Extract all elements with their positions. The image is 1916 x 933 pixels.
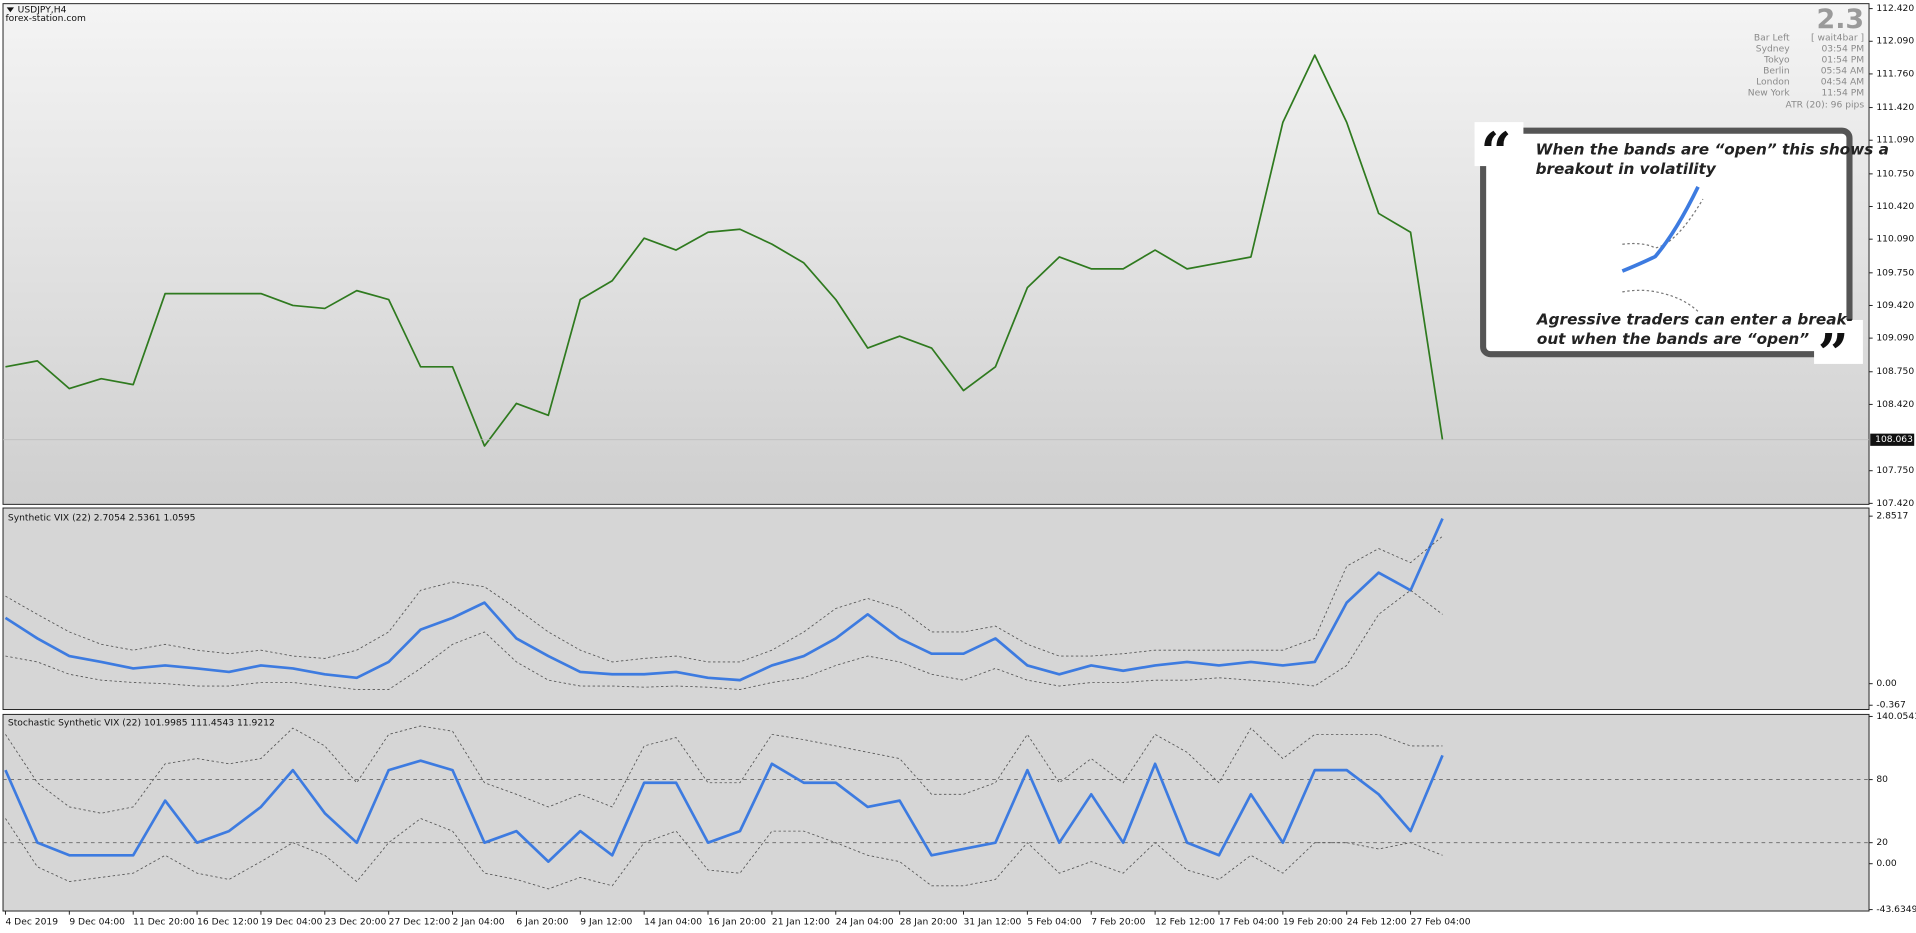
stoch-panel <box>2 713 1870 912</box>
info-label: Tokyo <box>1763 55 1790 65</box>
y-tick-label: 112.420 <box>1876 4 1914 14</box>
symbol-title: USDJPY,H4 <box>18 5 67 15</box>
indicator-line <box>4 518 1444 682</box>
x-tick-label: 24 Jan 04:00 <box>836 918 894 928</box>
info-value: 05:54 AM <box>1821 66 1864 76</box>
y-tick-label: 109.420 <box>1876 301 1914 311</box>
y-tick-label: 107.750 <box>1876 466 1914 476</box>
x-tick-label: 24 Feb 12:00 <box>1347 918 1407 928</box>
sketch-band <box>1622 289 1699 312</box>
info-value: [ wait4bar ] <box>1811 33 1864 43</box>
x-tick-label: 21 Jan 12:00 <box>772 918 830 928</box>
callout-text: out when the bands are “open” <box>1537 330 1809 348</box>
indicator-line <box>5 54 1444 447</box>
y-tick-label: 140.0541 <box>1876 712 1916 722</box>
y-tick-label: 20 <box>1876 838 1888 848</box>
stoch-title: Stochastic Synthetic VIX (22) 101.9985 1… <box>8 718 275 728</box>
last-price-label: 108.063 <box>1875 435 1913 445</box>
quote-gap <box>1814 319 1863 364</box>
y-tick-label: 110.420 <box>1876 202 1914 212</box>
x-tick-label: 17 Feb 04:00 <box>1219 918 1279 928</box>
x-tick-label: 27 Dec 12:00 <box>389 918 451 928</box>
callout-text: When the bands are “open” this shows a <box>1536 141 1889 159</box>
vix-title: Synthetic VIX (22) 2.7054 2.5361 1.0595 <box>8 513 196 523</box>
y-tick-label: 107.420 <box>1876 499 1914 509</box>
x-tick-label: 19 Feb 20:00 <box>1283 918 1343 928</box>
y-tick-label: 109.750 <box>1876 268 1914 278</box>
x-tick-label: 16 Dec 12:00 <box>197 918 259 928</box>
info-panel: 2.3 Bar Left [ wait4bar ] Sydney 03:54 PM To… <box>1748 4 1865 110</box>
y-tick-label: 111.090 <box>1876 136 1914 146</box>
info-value: 01:54 PM <box>1821 55 1864 65</box>
menu-arrow[interactable] <box>6 7 15 13</box>
y-tick-label: 111.760 <box>1876 69 1914 79</box>
x-tick-label: 12 Feb 12:00 <box>1155 918 1215 928</box>
callout-text: Agressive traders can enter a break- <box>1536 310 1853 328</box>
x-tick-label: 4 Dec 2019 <box>5 918 58 928</box>
x-tick-label: 6 Jan 20:00 <box>516 918 568 928</box>
info-big: 2.3 <box>1817 4 1865 35</box>
y-tick-label: 109.090 <box>1876 334 1914 344</box>
y-tick-label: -0.367 <box>1876 701 1906 711</box>
info-label: London <box>1756 77 1790 87</box>
sketch-line <box>1621 186 1700 273</box>
x-tick-label: 16 Jan 20:00 <box>708 918 766 928</box>
close-quote: ” <box>1818 322 1849 385</box>
info-label: Berlin <box>1763 66 1790 76</box>
sketch-band <box>1622 198 1704 249</box>
info-value: 03:54 PM <box>1821 44 1864 54</box>
x-tick-label: 9 Jan 12:00 <box>580 918 632 928</box>
x-tick-label: 27 Feb 04:00 <box>1411 918 1471 928</box>
callout-text: breakout in volatility <box>1536 160 1717 178</box>
y-tick-label: 0.00 <box>1876 859 1897 869</box>
quote-gap <box>1474 122 1524 167</box>
y-tick-label: 112.090 <box>1876 37 1914 47</box>
x-tick-label: 14 Jan 04:00 <box>644 918 702 928</box>
y-tick-label: 111.420 <box>1876 103 1914 113</box>
band-line <box>5 535 1443 663</box>
last-price-box <box>1870 433 1915 446</box>
site-label: forex-station.com <box>5 14 86 24</box>
x-tick-label: 28 Jan 20:00 <box>900 918 958 928</box>
x-tick-label: 11 Dec 20:00 <box>133 918 195 928</box>
info-value: 11:54 PM <box>1821 88 1864 98</box>
x-tick-label: 7 Feb 20:00 <box>1091 918 1145 928</box>
y-tick-label: 108.420 <box>1876 400 1914 410</box>
y-tick-label: 2.8517 <box>1876 512 1908 522</box>
info-label: Sydney <box>1756 44 1790 54</box>
indicator-line <box>4 754 1444 863</box>
x-tick-label: 19 Dec 04:00 <box>261 918 323 928</box>
y-tick-label: 80 <box>1876 775 1888 785</box>
y-tick-label: 0.00 <box>1876 679 1897 689</box>
info-value: 04:54 AM <box>1821 77 1864 87</box>
callout: “ ” When the bands are “open” this shows… <box>1474 120 1889 385</box>
x-tick-label: 31 Jan 12:00 <box>963 918 1021 928</box>
x-tick-label: 2 Jan 04:00 <box>453 918 505 928</box>
band-line <box>5 818 1443 890</box>
x-tick-label: 23 Dec 20:00 <box>325 918 387 928</box>
y-tick-label: -43.6349 <box>1876 905 1916 915</box>
x-tick-label: 5 Feb 04:00 <box>1027 918 1081 928</box>
vix-panel <box>2 507 1870 711</box>
y-tick-label: 110.750 <box>1876 169 1914 179</box>
info-label: New York <box>1748 88 1791 98</box>
x-tick-label: 9 Dec 04:00 <box>69 918 125 928</box>
info-atr: ATR (20): 96 pips <box>1786 101 1865 111</box>
y-tick-label: 110.090 <box>1876 235 1914 245</box>
y-tick-label: 108.750 <box>1876 367 1914 377</box>
info-label: Bar Left <box>1754 33 1790 43</box>
open-quote: “ <box>1481 120 1512 183</box>
